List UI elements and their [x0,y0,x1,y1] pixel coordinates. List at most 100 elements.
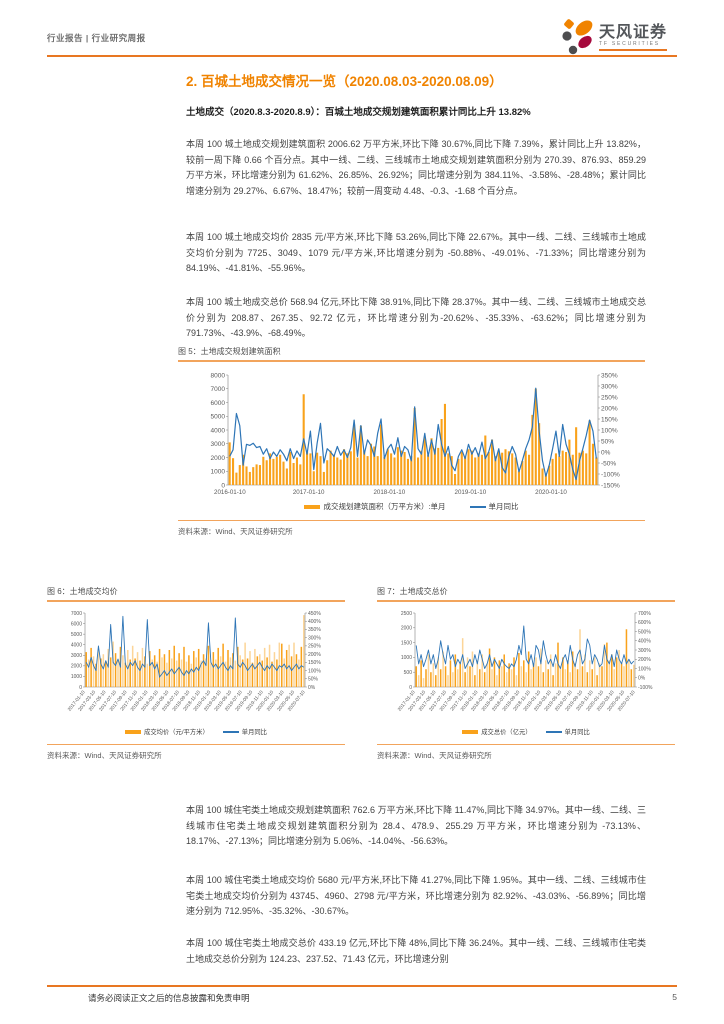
svg-text:200%: 200% [601,405,618,412]
legend-item: 成交总价（亿元） [462,727,532,736]
svg-text:1000: 1000 [71,674,82,680]
svg-text:3000: 3000 [71,653,82,659]
caption-rule [47,600,345,602]
legend-label: 单月同比 [241,729,267,736]
svg-text:200%: 200% [308,652,321,658]
svg-text:2000: 2000 [71,664,82,670]
svg-text:7000: 7000 [211,386,226,393]
svg-text:6000: 6000 [71,621,82,627]
breadcrumb: 行业报告 | 行业研究周报 [47,33,146,43]
svg-text:350%: 350% [308,627,321,633]
svg-text:3000: 3000 [211,441,226,448]
svg-text:6000: 6000 [211,400,226,407]
svg-text:2017-01-10: 2017-01-10 [293,489,325,496]
svg-text:300%: 300% [638,648,651,654]
svg-text:2019-01-10: 2019-01-10 [455,489,487,496]
svg-text:0: 0 [409,685,412,691]
figure-caption: 图 7：土地成交总价 [377,587,448,596]
svg-text:4000: 4000 [71,642,82,648]
legend-item: 单月同比 [222,727,267,736]
svg-text:2020-01-10: 2020-01-10 [535,489,567,496]
svg-text:-150%: -150% [601,482,620,489]
logo-underline [599,48,668,51]
legend-item: 成交均价（元/平方米） [125,727,209,736]
svg-text:0%: 0% [601,449,611,456]
svg-text:0: 0 [79,685,82,691]
caption-rule [377,600,675,602]
caption-rule [178,360,645,362]
body-paragraph: 本周 100 城住宅类土地成交均价 5680 元/平方米,环比下降 41.27%… [186,875,646,917]
body-paragraph: 本周 100 城土地成交均价 2835 元/平方米,环比下降 53.26%,同比… [186,232,646,274]
svg-text:700%: 700% [638,611,651,617]
legend-label: 单月同比 [564,729,590,736]
tf-flower-icon [560,19,594,55]
legend-item: 单月同比 [469,501,519,512]
svg-text:7000: 7000 [71,611,82,617]
svg-text:1000: 1000 [401,655,412,661]
combo-chart: 7000 6000 5000 4000 3000 2000 1000 0 450% 400% 350… [67,611,322,713]
figure-land-avg-price-chart: 图 6：土地成交均价 7000 6000 5000 4000 3000 2000 1000 0… [47,586,345,761]
figure-land-total-price-chart: 图 7：土地成交总价 2500 2000 1500 1000 500 0 700% 600% 5… [377,586,675,761]
legend-label: 成交规划建筑面积（万平方米）:单月 [323,502,446,511]
svg-text:4000: 4000 [211,427,226,434]
footer-disclaimer: 请务必阅读正文之后的信息披露和免责申明 [88,993,250,1003]
svg-text:150%: 150% [601,416,618,423]
chart-legend: 成交均价（元/平方米） 单月同比 [47,727,345,736]
line-series [229,387,597,481]
svg-text:8000: 8000 [211,372,226,379]
svg-text:2016-01-10: 2016-01-10 [214,489,246,496]
svg-text:400%: 400% [638,639,651,645]
svg-text:100%: 100% [601,427,618,434]
line-swatch-icon [469,505,486,508]
source-rule [178,520,645,521]
section-subtitle: 土地成交（2020.8.3-2020.8.9）：百城土地成交规划建筑面积累计同比… [186,107,531,118]
svg-text:600%: 600% [638,620,651,626]
svg-text:-50%: -50% [601,460,616,467]
line-series [85,615,305,678]
legend-label: 成交总价（亿元） [481,729,532,736]
figure-source: 资料来源：Wind、天风证券研究所 [47,751,162,760]
figure-source: 资料来源：Wind、天风证券研究所 [377,751,492,760]
svg-text:1500: 1500 [401,640,412,646]
line-swatch-icon [545,730,562,733]
svg-text:0: 0 [221,482,225,489]
company-logo: 天风证券 TF SECURITIES [560,19,668,55]
line-series [415,625,635,669]
svg-text:250%: 250% [601,394,618,401]
chart-legend: 成交总价（亿元） 单月同比 [377,727,675,736]
footer-rule [47,985,677,987]
svg-text:5000: 5000 [71,632,82,638]
svg-text:0%: 0% [638,676,646,682]
source-rule [47,744,345,745]
legend-item: 成交规划建筑面积（万平方米）:单月 [304,501,446,512]
figure-caption: 图 5：土地成交规划建筑面积 [178,347,281,356]
svg-text:2000: 2000 [211,455,226,462]
figure-source: 资料来源：Wind、天风证券研究所 [178,527,293,536]
body-paragraph: 本周 100 城住宅类土地成交总价 433.19 亿元,环比下降 48%,同比下… [186,938,646,964]
svg-text:2018-01-10: 2018-01-10 [373,489,405,496]
svg-text:500: 500 [404,670,413,676]
svg-text:5000: 5000 [211,414,226,421]
svg-text:350%: 350% [601,372,618,379]
svg-text:2500: 2500 [401,611,412,617]
svg-text:300%: 300% [308,635,321,641]
logo-name-cn: 天风证券 [599,23,668,41]
bar-series [415,629,635,687]
svg-text:450%: 450% [308,611,321,617]
legend-item: 单月同比 [545,727,590,736]
section-title: 2. 百城土地成交情况一览（2020.08.03-2020.08.09） [186,74,503,89]
svg-text:50%: 50% [308,677,319,683]
bar-swatch-icon [462,729,479,734]
svg-text:-100%: -100% [638,685,653,691]
combo-chart: 2500 2000 1500 1000 500 0 700% 600% 500% 400% 300%… [397,611,653,713]
logo-text: 天风证券 TF SECURITIES [599,23,668,51]
body-paragraph: 本周 100 城土地成交规划建筑面积 2006.62 万平方米,环比下降 30.… [186,139,646,196]
svg-text:300%: 300% [601,383,618,390]
svg-text:0%: 0% [308,685,316,691]
line-swatch-icon [222,730,239,733]
figure-land-gfa-chart: 图 5：土地成交规划建筑面积 8000 7000 6000 5000 4000 3000 2… [178,346,645,537]
combo-chart: 8000 7000 6000 5000 4000 3000 2000 1000 0 350% 300… [211,372,620,496]
svg-text:150%: 150% [308,660,321,666]
source-rule [377,744,675,745]
